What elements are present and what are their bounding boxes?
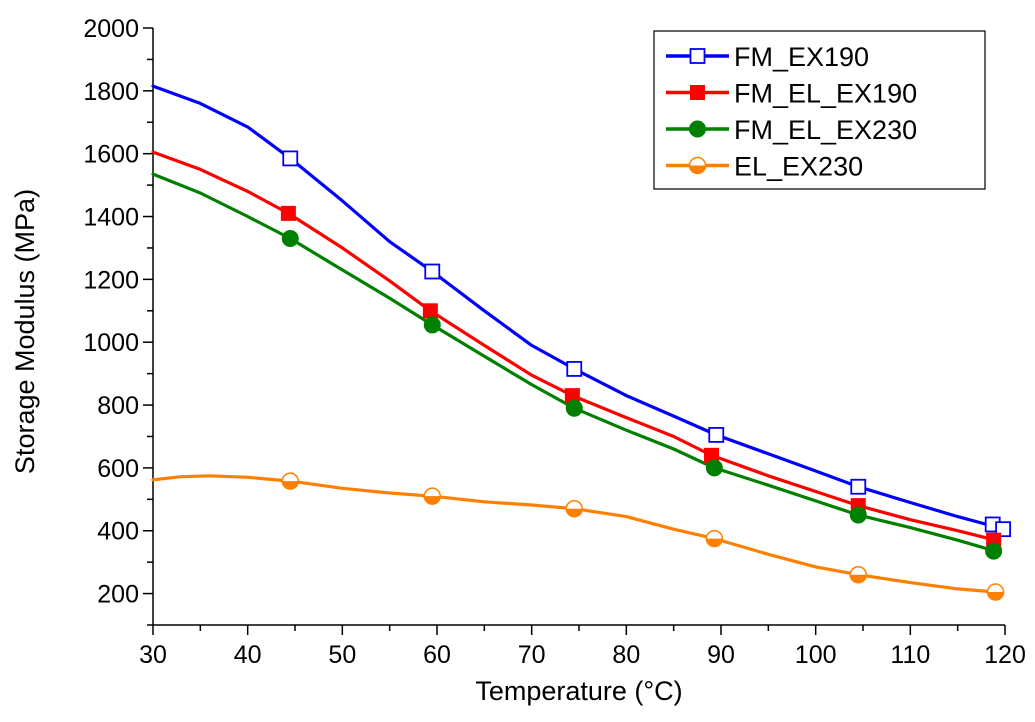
x-tick-label: 30 bbox=[139, 641, 167, 669]
marker-circle-filled bbox=[423, 316, 441, 334]
y-tick-label: 1800 bbox=[83, 78, 139, 106]
marker-circle-filled bbox=[689, 120, 706, 138]
x-axis-title: Temperature (°C) bbox=[475, 676, 682, 706]
marker-half-outline bbox=[565, 499, 584, 518]
y-axis-title: Storage Modulus (MPa) bbox=[10, 189, 40, 474]
marker-half-outline bbox=[281, 472, 300, 490]
marker-half-fill bbox=[987, 592, 1004, 601]
marker-square-open bbox=[850, 478, 867, 495]
marker-square-open bbox=[689, 48, 706, 64]
x-tick-label: 90 bbox=[707, 641, 735, 669]
marker-square-open bbox=[282, 150, 299, 167]
y-tick-label: 200 bbox=[97, 581, 139, 609]
marker-half-outline bbox=[705, 529, 724, 548]
marker-square-filled bbox=[280, 205, 296, 221]
markers-layer bbox=[280, 150, 1012, 601]
x-tick-label: 60 bbox=[423, 641, 451, 669]
marker-circle-filled bbox=[565, 399, 583, 417]
x-tick-label: 120 bbox=[984, 641, 1026, 669]
axes: 30 40 50 60 70 80 90 100 110 120 200 400 600 800 1000 1… bbox=[83, 15, 1025, 669]
marker-circle-half bbox=[705, 529, 724, 548]
marker-half-outline bbox=[423, 487, 442, 505]
series-line-el-ex230 bbox=[151, 474, 998, 594]
y-tick-label: 1000 bbox=[83, 329, 139, 357]
y-tick-label: 1600 bbox=[83, 141, 139, 169]
marker-circle-half bbox=[281, 472, 300, 490]
y-tick-label: 1400 bbox=[83, 204, 139, 232]
legend-label: FM_EL_EX230 bbox=[734, 115, 917, 145]
marker-half-fill bbox=[850, 574, 867, 583]
y-tick-label: 2000 bbox=[83, 15, 139, 43]
x-tick-label: 50 bbox=[328, 641, 356, 669]
marker-circle-half bbox=[849, 565, 868, 584]
legend-label: EL_EX230 bbox=[734, 152, 863, 182]
legend-label: FM_EL_EX190 bbox=[734, 79, 917, 109]
marker-circle-filled bbox=[281, 230, 299, 248]
marker-square-open bbox=[566, 361, 583, 377]
y-tick-label: 600 bbox=[97, 455, 139, 483]
x-tick-label: 70 bbox=[518, 641, 546, 669]
legend: FM_EX190 FM_EL_EX190 FM_EL_EX230 EL_EX230 bbox=[653, 30, 986, 190]
series-line-fm-ex190 bbox=[151, 84, 1002, 530]
y-tick-label: 1200 bbox=[83, 266, 139, 294]
x-tick-label: 110 bbox=[890, 641, 930, 669]
series-line-fm-el-ex190 bbox=[151, 150, 998, 542]
marker-circle-filled bbox=[705, 459, 723, 477]
marker-circle-half bbox=[688, 156, 707, 175]
marker-square-open bbox=[424, 263, 441, 280]
marker-half-fill bbox=[424, 496, 441, 505]
marker-half-fill bbox=[689, 165, 706, 174]
marker-circle-half bbox=[986, 583, 1005, 601]
marker-circle-half bbox=[423, 487, 442, 505]
marker-square-open bbox=[708, 427, 725, 443]
legend-label: FM_EX190 bbox=[734, 42, 869, 72]
x-tick-label: 80 bbox=[612, 641, 640, 669]
marker-circle-half bbox=[565, 499, 584, 518]
marker-circle-filled bbox=[985, 542, 1003, 560]
y-tick-label: 400 bbox=[97, 518, 139, 546]
marker-half-fill bbox=[282, 481, 299, 490]
marker-square-filled bbox=[690, 85, 705, 100]
marker-half-fill bbox=[566, 508, 583, 517]
x-tick-label: 40 bbox=[234, 641, 262, 669]
marker-half-outline bbox=[849, 565, 868, 584]
marker-half-outline bbox=[688, 156, 707, 175]
marker-square-filled bbox=[422, 303, 438, 319]
marker-half-fill bbox=[706, 538, 723, 547]
x-tick-label: 100 bbox=[795, 641, 837, 669]
marker-half-outline bbox=[986, 583, 1005, 601]
marker-circle-filled bbox=[849, 506, 867, 524]
y-tick-label: 800 bbox=[97, 392, 139, 420]
